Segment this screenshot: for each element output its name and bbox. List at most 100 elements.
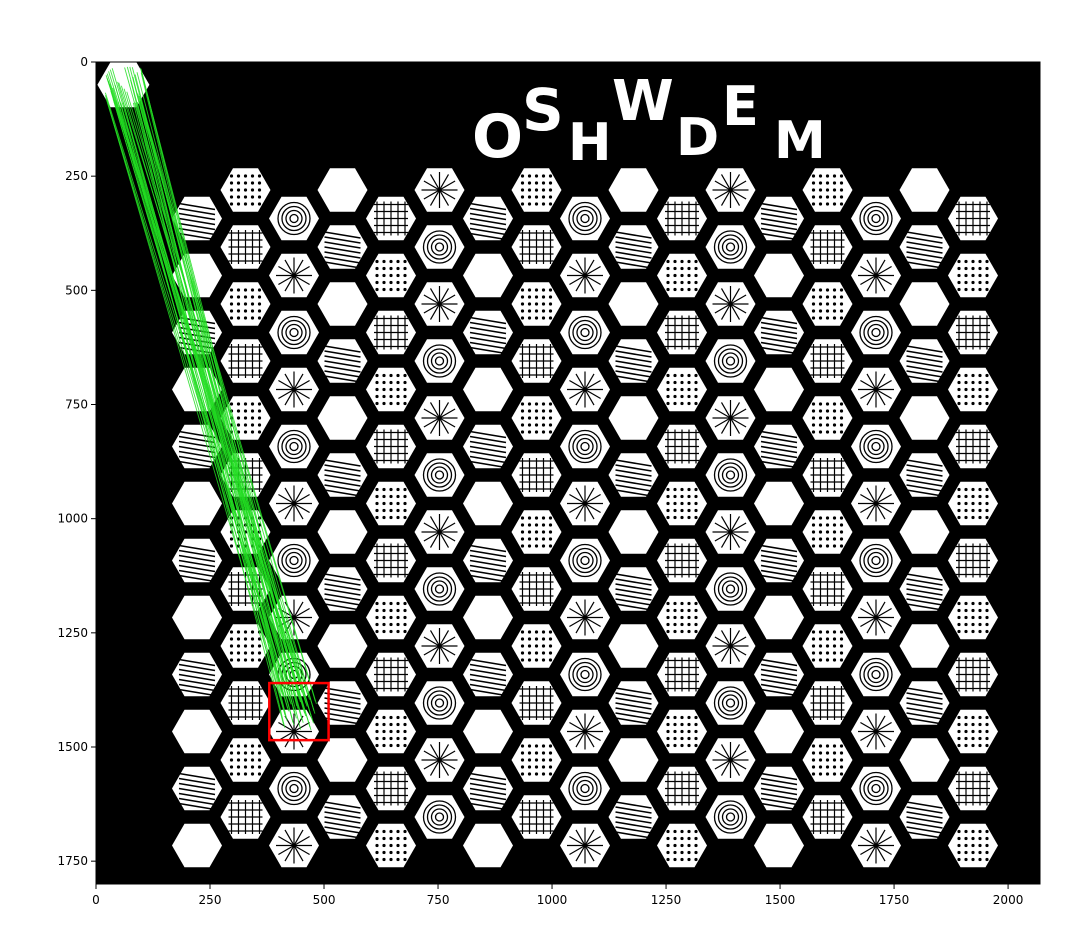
hex-tile [366, 709, 416, 754]
hex-tile [366, 595, 416, 640]
hex-tile [269, 823, 319, 868]
match-line [105, 97, 289, 709]
hex-tile [463, 766, 513, 811]
title-letters: O S H W D E M [472, 69, 826, 173]
hex-tile [414, 738, 465, 782]
hex-tile [172, 595, 222, 640]
x-tick-label: 750 [427, 893, 450, 907]
title-letter-w: W [612, 69, 674, 134]
query-tile [97, 62, 150, 108]
hex-tile [705, 738, 756, 782]
hex-tile [851, 424, 901, 469]
hex-tile [851, 595, 901, 640]
hex-tile [802, 510, 853, 554]
hex-tile [851, 766, 901, 811]
hex-tile [317, 168, 368, 212]
hex-tile [705, 168, 756, 212]
hex-tile [851, 253, 901, 298]
hex-tile [705, 282, 756, 326]
hex-tile [754, 595, 804, 640]
hex-tile [269, 196, 319, 241]
hex-tile [317, 795, 368, 839]
hex-tile [705, 396, 756, 440]
x-axis: 0 250 500 750 1000 1250 1500 1750 2000 [92, 884, 1023, 907]
match-line [124, 67, 307, 717]
hex-tile [269, 424, 319, 469]
hex-tile [657, 823, 707, 868]
match-line [138, 100, 316, 702]
hex-tile [220, 795, 271, 839]
hex-tile [851, 481, 901, 526]
hex-tile [414, 624, 465, 668]
hex-tile [220, 738, 271, 782]
match-line [106, 73, 311, 700]
hex-tile [317, 567, 368, 611]
hex-tile [560, 424, 610, 469]
hex-tile [463, 595, 513, 640]
hex-tile [608, 453, 659, 497]
hex-tile [608, 795, 659, 839]
hex-tile [511, 339, 562, 383]
hex-tile [899, 339, 950, 383]
match-line [132, 102, 288, 721]
x-tick-label: 0 [92, 893, 100, 907]
hex-tile [269, 766, 319, 811]
hex-tile [366, 310, 416, 355]
hex-tile [414, 282, 465, 326]
hex-tile [172, 823, 222, 868]
x-tick-label: 1750 [879, 893, 910, 907]
hex-tile [754, 766, 804, 811]
hex-tile [948, 253, 998, 298]
hex-tile [463, 652, 513, 697]
hex-tile [317, 681, 368, 725]
x-tick-label: 1000 [537, 893, 568, 907]
hex-tile [899, 282, 950, 326]
hex-tile [851, 823, 901, 868]
hex-tile [899, 168, 950, 212]
hex-tile [705, 225, 756, 269]
hex-tile [560, 766, 610, 811]
hex-tile [560, 652, 610, 697]
hex-tile [802, 453, 853, 497]
detection-box [268, 681, 330, 742]
match-line [134, 102, 286, 728]
y-tick-label: 500 [65, 283, 88, 297]
hex-tile [463, 538, 513, 583]
hex-tile [172, 652, 222, 697]
title-letter-e: E [722, 75, 759, 138]
hex-tile [317, 738, 368, 782]
title-letter-h: H [568, 113, 612, 173]
hex-tile [269, 367, 319, 412]
x-tick-label: 250 [199, 893, 222, 907]
match-line [106, 99, 286, 716]
hex-tile [366, 367, 416, 412]
hex-tile [269, 310, 319, 355]
hex-tile [366, 538, 416, 583]
hex-tile [657, 595, 707, 640]
hex-tile [220, 624, 271, 668]
hex-tile [414, 339, 465, 383]
hex-tile [317, 282, 368, 326]
hex-tile [560, 481, 610, 526]
title-letter-o: O [472, 102, 523, 172]
hex-tile [560, 367, 610, 412]
hex-tile [463, 823, 513, 868]
hex-tile [317, 510, 368, 554]
hex-tile [366, 652, 416, 697]
y-tick-label: 1000 [57, 512, 88, 526]
match-line [140, 68, 300, 700]
hex-tile [608, 624, 659, 668]
match-line [134, 74, 299, 709]
plot-area: O S H W D E M [96, 62, 1040, 884]
hex-tile [511, 567, 562, 611]
hex-tile [511, 624, 562, 668]
hex-tile [899, 510, 950, 554]
hex-tile [608, 681, 659, 725]
hex-tile [608, 396, 659, 440]
hex-tile [948, 709, 998, 754]
hex-tile [172, 481, 222, 526]
hex-tile [705, 510, 756, 554]
hex-tile [802, 738, 853, 782]
hex-tile [754, 823, 804, 868]
